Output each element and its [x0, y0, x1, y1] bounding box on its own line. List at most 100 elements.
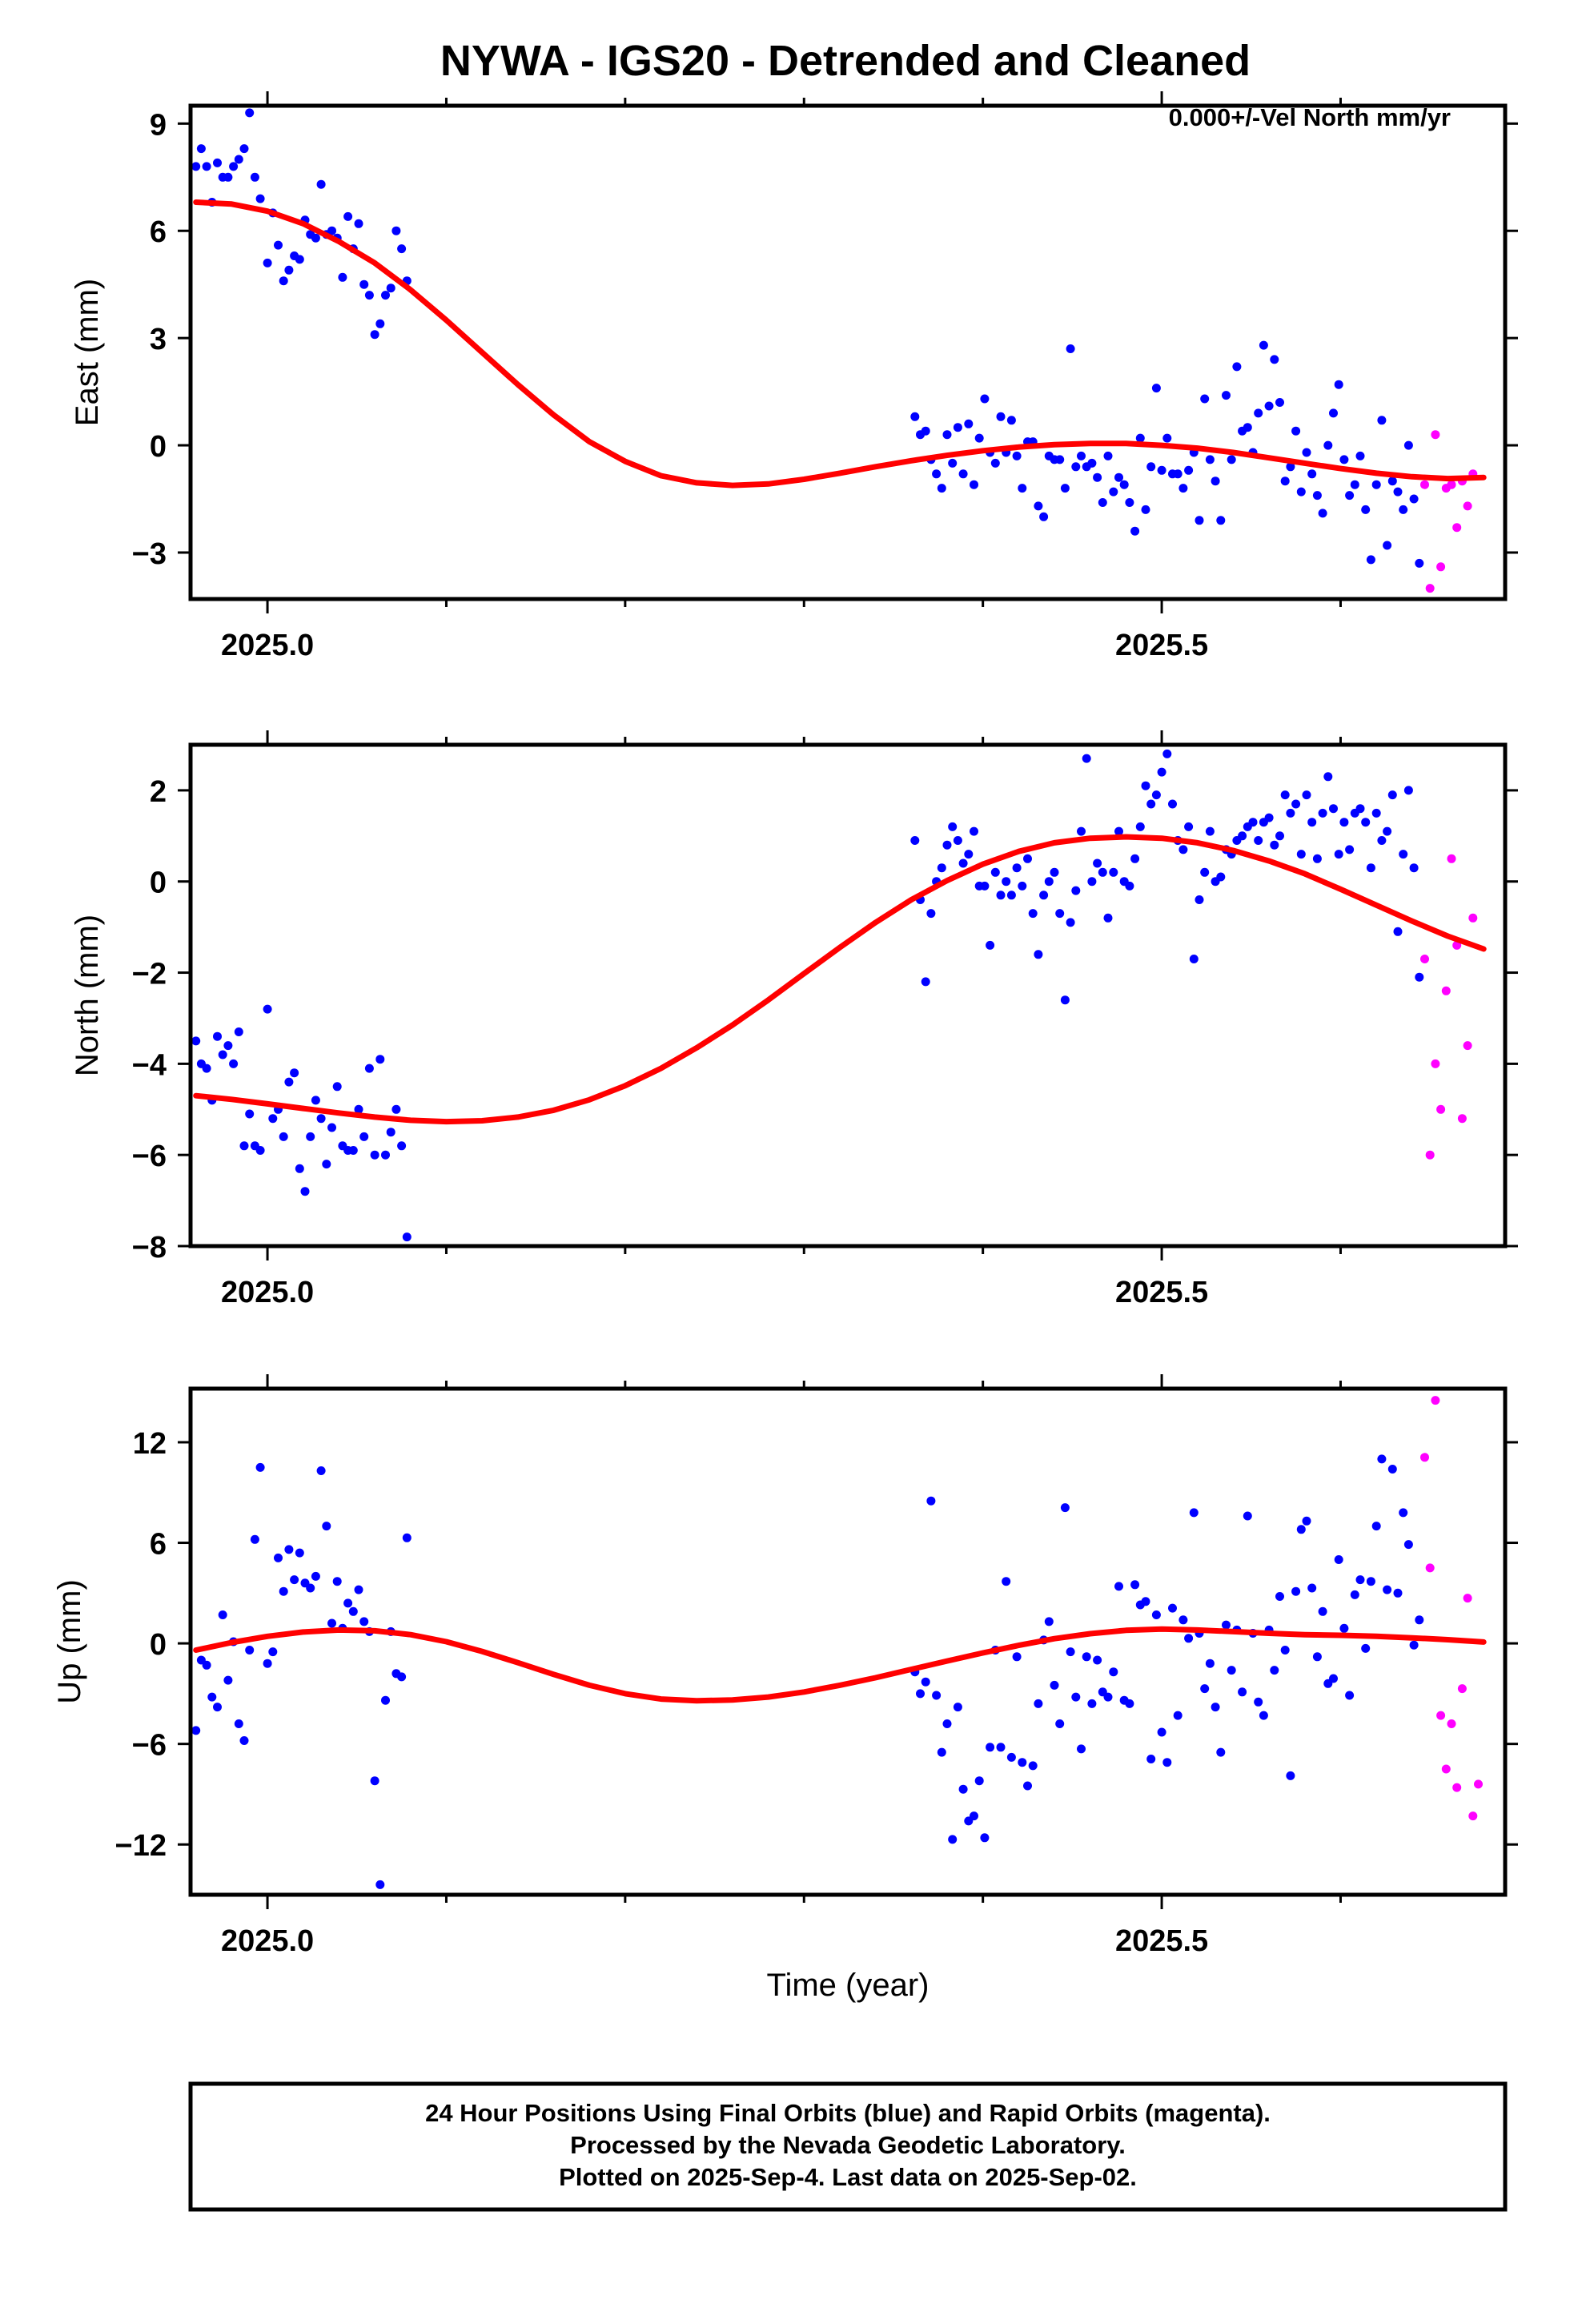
final-orbit-point	[1093, 472, 1102, 482]
final-orbit-point	[359, 1132, 369, 1141]
final-orbit-point	[970, 1811, 978, 1821]
footer-line-3: Plotted on 2025-Sep-4. Last data on 2025…	[559, 2163, 1137, 2191]
final-orbit-point	[1312, 1652, 1322, 1662]
rapid-orbit-point	[1441, 986, 1451, 995]
final-orbit-point	[348, 1146, 358, 1155]
y-tick-label: −2	[132, 958, 167, 991]
final-orbit-point	[1039, 512, 1049, 521]
y-tick-label: −8	[132, 1231, 167, 1265]
final-orbit-point	[1157, 465, 1166, 475]
final-orbit-point	[1023, 1781, 1032, 1791]
final-orbit-point	[1077, 1744, 1086, 1754]
final-orbit-point	[932, 1691, 942, 1700]
final-orbit-point	[958, 469, 968, 479]
final-orbit-point	[1006, 1752, 1016, 1762]
model-curve	[193, 199, 1487, 489]
final-orbit-point	[1339, 818, 1349, 827]
model-curve	[193, 1626, 1487, 1704]
final-orbit-point	[1130, 854, 1140, 863]
final-orbit-point	[1329, 804, 1338, 814]
final-orbit-point	[1162, 749, 1172, 758]
final-orbit-point	[1302, 790, 1311, 800]
final-orbit-point	[306, 1132, 315, 1141]
final-orbit-point	[268, 1647, 278, 1657]
final-orbit-point	[1393, 927, 1403, 936]
final-orbit-point	[202, 162, 211, 171]
final-orbit-point	[921, 1677, 930, 1687]
final-orbit-point	[1044, 877, 1054, 887]
data-layer	[191, 108, 1487, 593]
final-orbit-point	[1060, 484, 1070, 493]
final-orbit-point	[290, 1068, 299, 1078]
final-orbit-point	[1071, 886, 1081, 895]
final-orbit-point	[290, 1575, 299, 1585]
final-orbit-point	[213, 1703, 222, 1712]
final-orbit-point	[1157, 767, 1166, 777]
final-orbit-point	[1071, 1692, 1081, 1702]
final-orbit-point	[1399, 1508, 1408, 1518]
final-orbit-point	[1034, 1699, 1043, 1708]
final-orbit-point	[948, 822, 958, 831]
final-orbit-point	[1339, 455, 1349, 464]
final-orbit-point	[1409, 1640, 1419, 1650]
final-orbit-point	[1361, 1643, 1371, 1653]
final-orbit-point	[234, 155, 243, 164]
final-orbit-point	[926, 909, 936, 919]
y-axis-label: North (mm)	[70, 915, 105, 1076]
final-orbit-point	[229, 162, 239, 171]
final-orbit-point	[980, 394, 990, 404]
final-orbit-point	[381, 1695, 390, 1705]
final-orbit-point	[191, 162, 201, 171]
final-orbit-point	[1195, 516, 1204, 525]
final-orbit-point	[1361, 505, 1371, 514]
model-curve	[193, 834, 1487, 1125]
final-orbit-point	[1200, 867, 1210, 877]
final-orbit-point	[1409, 863, 1419, 873]
final-orbit-point	[1409, 494, 1419, 504]
footer-line-1: 24 Hour Positions Using Final Orbits (bl…	[425, 2099, 1271, 2127]
final-orbit-point	[1109, 1667, 1118, 1677]
final-orbit-point	[332, 1577, 342, 1586]
final-orbit-point	[1109, 867, 1118, 877]
final-orbit-point	[980, 881, 990, 891]
x-tick-label: 2025.0	[221, 1276, 314, 1309]
final-orbit-point	[1270, 355, 1279, 364]
final-orbit-point	[1329, 408, 1338, 418]
final-orbit-point	[1077, 451, 1086, 460]
final-orbit-point	[1307, 469, 1317, 479]
final-orbit-point	[306, 1583, 315, 1593]
final-orbit-point	[1291, 1586, 1301, 1596]
final-orbit-point	[311, 1096, 320, 1105]
y-tick-label: 0	[150, 1628, 167, 1662]
final-orbit-point	[1275, 831, 1284, 841]
final-orbit-point	[274, 240, 283, 250]
final-orbit-point	[381, 1150, 390, 1160]
final-orbit-point	[1211, 476, 1220, 486]
final-orbit-point	[218, 1610, 227, 1619]
final-orbit-point	[1403, 440, 1413, 450]
final-orbit-point	[1302, 1516, 1311, 1526]
rapid-orbit-point	[1425, 584, 1435, 593]
final-orbit-point	[402, 1232, 412, 1242]
final-orbit-point	[1350, 1590, 1359, 1599]
final-orbit-point	[910, 836, 920, 845]
y-tick-label: 0	[150, 430, 167, 464]
final-orbit-point	[279, 1586, 288, 1596]
final-orbit-point	[1050, 1680, 1059, 1690]
final-orbit-point	[191, 1726, 201, 1735]
final-orbit-point	[1066, 344, 1075, 353]
final-orbit-point	[1119, 480, 1129, 489]
x-tick-label: 2025.5	[1115, 1276, 1208, 1309]
final-orbit-point	[1323, 772, 1333, 782]
final-orbit-point	[223, 172, 233, 182]
final-orbit-point	[239, 1736, 249, 1745]
final-orbit-point	[1130, 1580, 1140, 1590]
final-orbit-point	[250, 1534, 259, 1544]
final-orbit-point	[1184, 465, 1194, 475]
final-orbit-point	[1055, 1719, 1065, 1728]
final-orbit-point	[1006, 416, 1016, 425]
final-orbit-point	[1248, 818, 1258, 827]
final-orbit-point	[255, 194, 265, 203]
final-orbit-point	[202, 1063, 211, 1073]
final-orbit-point	[1103, 1692, 1113, 1702]
